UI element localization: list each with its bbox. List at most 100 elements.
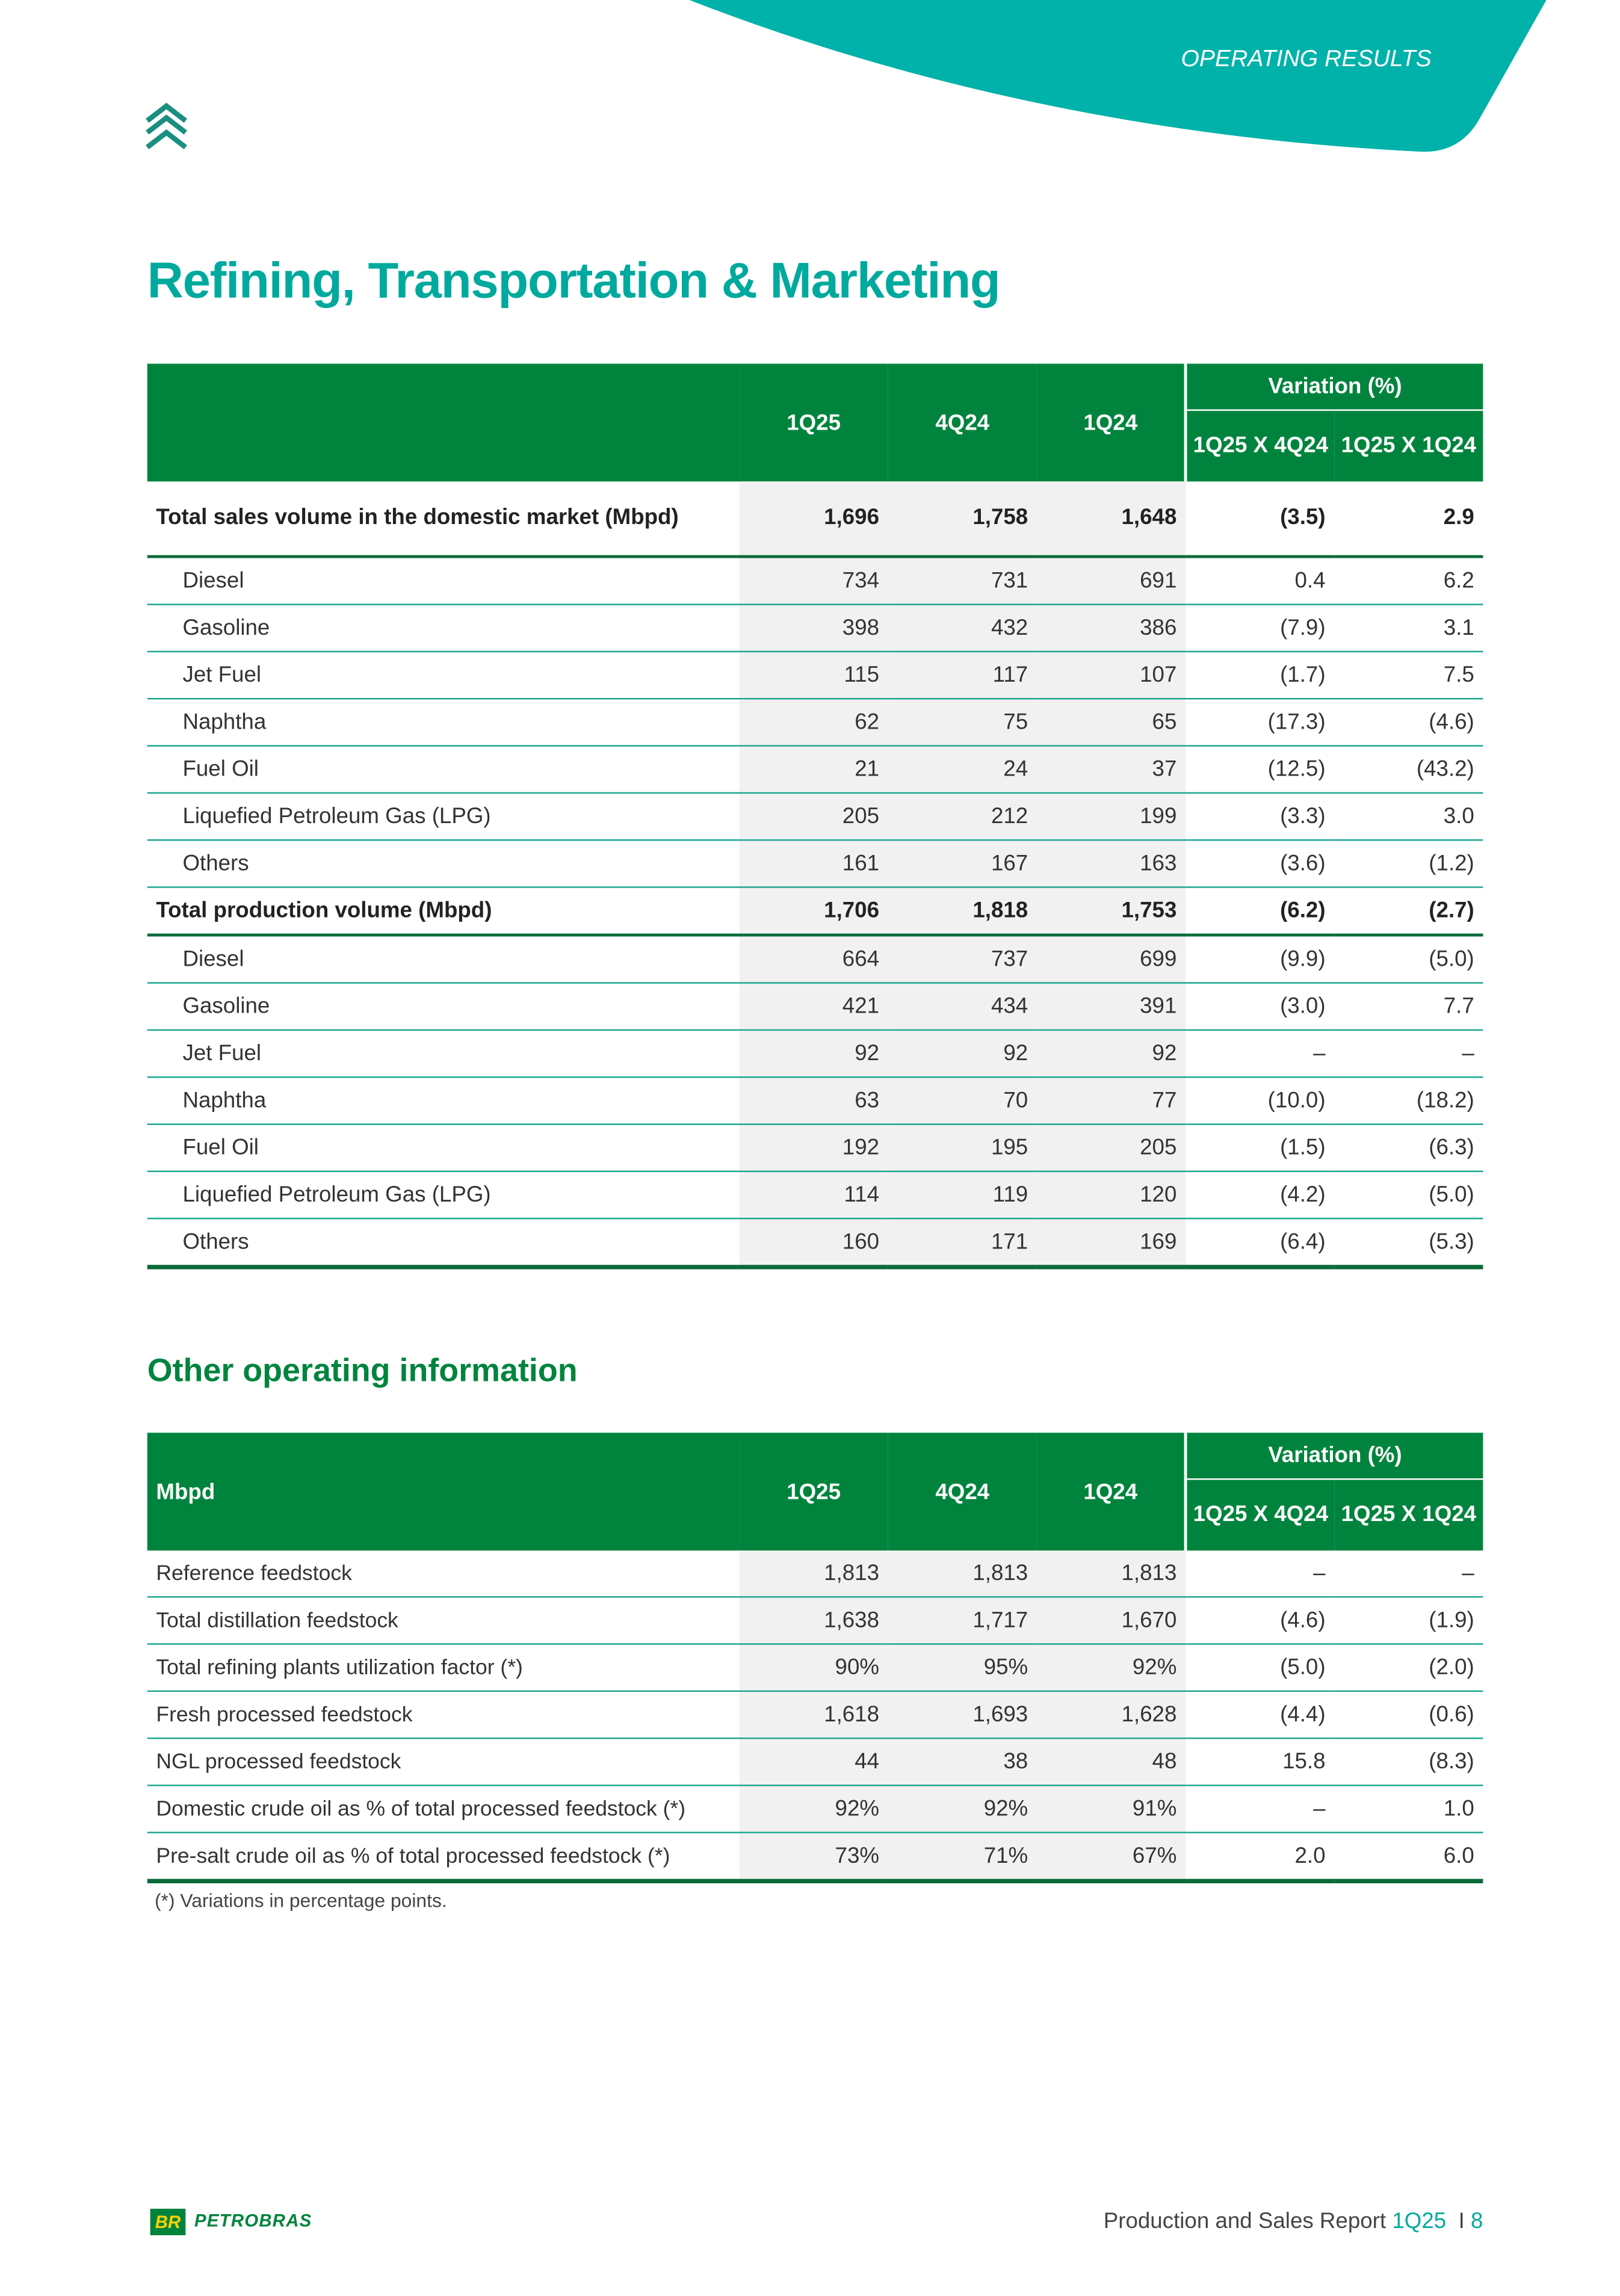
- table-row: Total distillation feedstock 1,638 1,717 1,…: [147, 1597, 1483, 1645]
- row-label: Gasoline: [147, 604, 740, 653]
- row-value: (3.5): [1186, 481, 1335, 558]
- sales-production-table: 1Q25 4Q24 1Q24 Variation (%) 1Q25 X 4Q24 1Q25…: [147, 363, 1483, 1270]
- row-value: 205: [1036, 1124, 1186, 1173]
- row-value: 65: [1036, 699, 1186, 747]
- report-name: Production and Sales Report: [1103, 2208, 1387, 2234]
- table-row: Reference feedstock 1,813 1,813 1,813– –: [147, 1551, 1483, 1598]
- row-label: Jet Fuel: [147, 1029, 740, 1078]
- row-value: 1,648: [1036, 481, 1186, 558]
- row-value: 1,670: [1036, 1597, 1186, 1645]
- subtitle: Other operating information: [147, 1351, 578, 1389]
- row-value: 163: [1036, 840, 1186, 888]
- row-value: (1.5): [1186, 1124, 1335, 1173]
- row-label: Total distillation feedstock: [147, 1597, 740, 1645]
- row-value: 92%: [739, 1785, 888, 1833]
- table-row: Diesel 734 731 691 0.4 6.2: [147, 557, 1483, 605]
- table-row: Liquefied Petroleum Gas (LPG) 114 119 120 (4…: [147, 1171, 1483, 1220]
- row-value: (4.2): [1186, 1171, 1335, 1220]
- row-value: 21: [739, 745, 888, 794]
- header-band: [146, 0, 1547, 152]
- row-value: 1,638: [739, 1597, 888, 1645]
- row-value: (3.3): [1186, 792, 1335, 841]
- row-value: 107: [1036, 651, 1186, 700]
- row-value: –: [1186, 1785, 1335, 1833]
- row-value: 212: [888, 792, 1037, 841]
- row-value: 432: [888, 604, 1037, 653]
- report-period: 1Q25: [1392, 2208, 1447, 2234]
- row-value: (5.0): [1186, 1644, 1335, 1692]
- row-value: 3.0: [1334, 792, 1483, 841]
- header-variation-col: 1Q25 X 4Q24: [1186, 410, 1335, 482]
- row-value: 0.4: [1186, 557, 1335, 605]
- row-label: Total production volume (Mbpd): [147, 887, 740, 937]
- row-label: Others: [147, 1218, 740, 1270]
- row-value: 160: [739, 1218, 888, 1270]
- row-value: 115: [739, 651, 888, 700]
- row-value: (3.6): [1186, 840, 1335, 888]
- row-value: –: [1186, 1551, 1335, 1598]
- row-value: (5.0): [1334, 935, 1483, 984]
- row-value: 195: [888, 1124, 1037, 1173]
- row-value: 421: [739, 983, 888, 1031]
- table-row: NGL processed feedstock 44 38 48 15.8 (8.3): [147, 1738, 1483, 1786]
- row-value: 205: [739, 792, 888, 841]
- row-value: 92: [1036, 1029, 1186, 1078]
- row-value: 434: [888, 983, 1037, 1031]
- row-value: 731: [888, 557, 1037, 605]
- row-value: (43.2): [1334, 745, 1483, 794]
- header-period: 1Q24: [1036, 1433, 1187, 1551]
- row-value: 67%: [1036, 1832, 1186, 1884]
- table-row: Domestic crude oil as % of total process…: [147, 1785, 1483, 1833]
- row-value: 7.5: [1334, 651, 1483, 700]
- row-value: 1,813: [888, 1551, 1037, 1598]
- header-variation-col: 1Q25 X 4Q24: [1186, 1479, 1335, 1551]
- table-row: Total refining plants utilization factor…: [147, 1644, 1483, 1692]
- row-label: Diesel: [147, 935, 740, 984]
- row-value: (18.2): [1334, 1077, 1483, 1125]
- row-label: NGL processed feedstock: [147, 1738, 740, 1786]
- row-label: Gasoline: [147, 983, 740, 1031]
- row-value: 73%: [739, 1832, 888, 1884]
- header-variation: Variation (%): [1186, 363, 1483, 411]
- header-label: [147, 363, 740, 482]
- row-value: 92: [739, 1029, 888, 1078]
- table-row: Others 160 171 169 (6.4) (5.3): [147, 1218, 1483, 1270]
- row-value: (0.6): [1334, 1691, 1483, 1739]
- table-row: Total sales volume in the domestic marke…: [147, 481, 1483, 558]
- row-label: Liquefied Petroleum Gas (LPG): [147, 1171, 740, 1220]
- row-label: Total sales volume in the domestic marke…: [147, 481, 740, 558]
- row-value: (5.3): [1334, 1218, 1483, 1270]
- row-label: Diesel: [147, 557, 740, 605]
- header-variation-col: 1Q25 X 1Q24: [1334, 1479, 1483, 1551]
- row-value: 737: [888, 935, 1037, 984]
- row-value: 48: [1036, 1738, 1186, 1786]
- row-value: 1,717: [888, 1597, 1037, 1645]
- row-value: 169: [1036, 1218, 1186, 1270]
- row-value: 15.8: [1186, 1738, 1335, 1786]
- page-title: Refining, Transportation & Marketing: [147, 253, 1001, 309]
- row-value: 6.0: [1334, 1832, 1483, 1884]
- header-period: 4Q24: [888, 363, 1037, 482]
- row-value: 63: [739, 1077, 888, 1125]
- row-value: 192: [739, 1124, 888, 1173]
- footer-text: Production and Sales Report 1Q25 I 8: [1104, 2209, 1483, 2234]
- row-value: 199: [1036, 792, 1186, 841]
- row-value: 167: [888, 840, 1037, 888]
- operating-info-table: Mbpd 1Q25 4Q24 1Q24 Variation (%) 1Q25 X 4Q24…: [147, 1433, 1483, 1884]
- table-row: Gasoline 398 432 386 (7.9) 3.1: [147, 604, 1483, 653]
- row-value: 77: [1036, 1077, 1186, 1125]
- section-label: OPERATING RESULTS: [1181, 47, 1432, 72]
- table-row: Total production volume (Mbpd) 1,706 1,818…: [147, 887, 1483, 937]
- row-value: 71%: [888, 1832, 1037, 1884]
- row-value: 1,813: [739, 1551, 888, 1598]
- row-label: Domestic crude oil as % of total process…: [147, 1785, 740, 1833]
- row-value: (5.0): [1334, 1171, 1483, 1220]
- row-value: –: [1186, 1029, 1335, 1078]
- row-value: 44: [739, 1738, 888, 1786]
- row-value: 90%: [739, 1644, 888, 1692]
- row-value: 70: [888, 1077, 1037, 1125]
- row-value: 664: [739, 935, 888, 984]
- row-value: 161: [739, 840, 888, 888]
- row-value: 1,813: [1036, 1551, 1186, 1598]
